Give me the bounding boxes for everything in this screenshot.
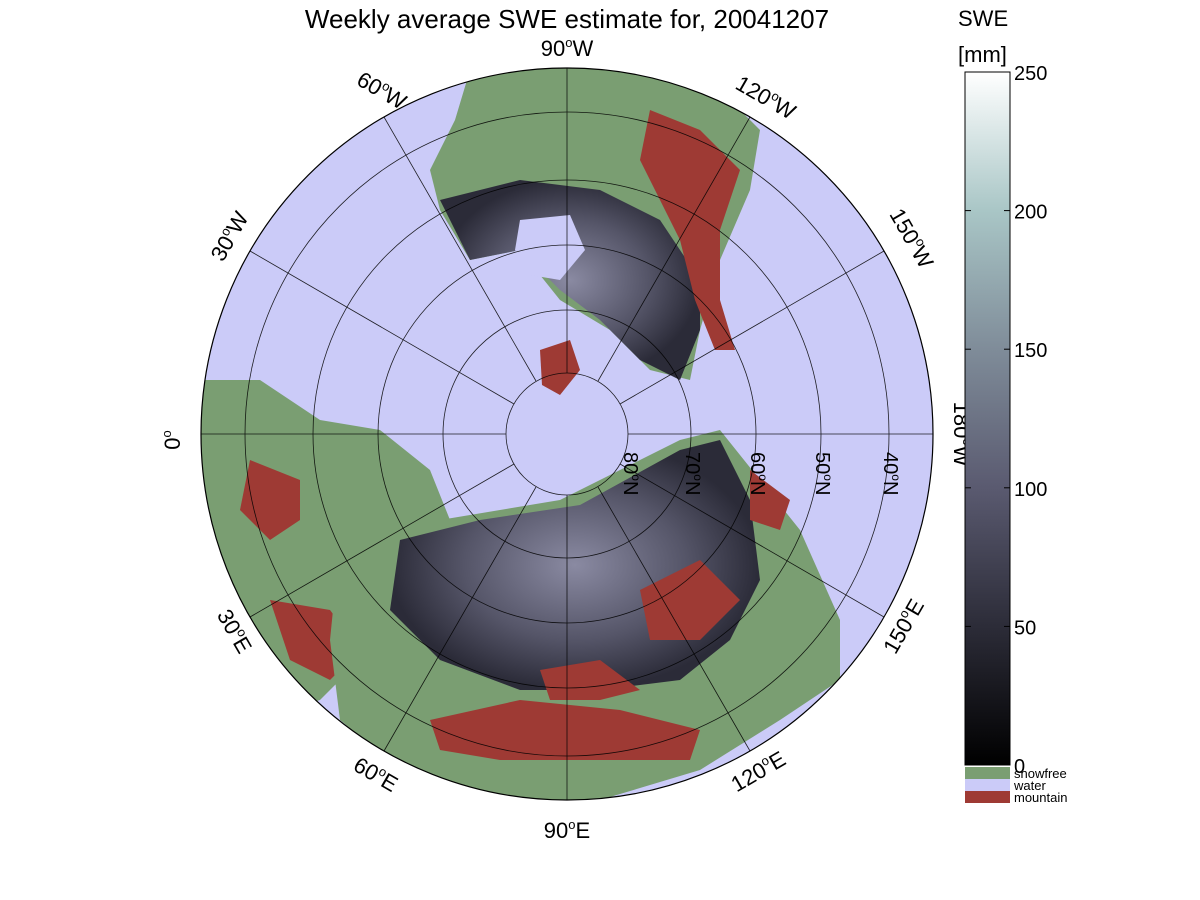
meridian-30e — [249, 463, 515, 618]
central-asia-mountain — [540, 660, 640, 700]
colorbar-title: SWE — [958, 6, 1008, 31]
kamchatka-mountain — [750, 470, 790, 530]
meridian-150w — [619, 250, 885, 405]
meridian-60w — [383, 116, 537, 382]
colorbar-tick-label: 0 — [1014, 756, 1025, 778]
label-60n: 60oN — [746, 452, 770, 495]
himalaya-mountain — [430, 700, 700, 760]
colorbar-ticks: 0 50 100 150 200 250 — [965, 63, 1047, 778]
colorbar-gradient — [964, 71, 1011, 766]
meridian-150e — [619, 463, 885, 618]
map-boundary — [200, 67, 934, 801]
map-graticule — [201, 68, 933, 800]
colorbar-tick-label: 100 — [1014, 479, 1047, 501]
swe-colorbar: SWE [mm] 0 50 100 150 200 250 snowfreewatermo… — [958, 6, 1067, 805]
label-70n: 70oN — [681, 452, 705, 495]
legend-swatch-mountain — [965, 791, 1010, 803]
legend-label-water: water — [1013, 778, 1046, 793]
meridian-60e — [383, 486, 537, 752]
legend-swatch-water — [965, 779, 1010, 791]
label-80n: 80oN — [619, 452, 643, 495]
greenland-mountain — [540, 340, 580, 395]
label-60e: 60oE — [349, 751, 402, 797]
east-siberia-mountain — [640, 560, 740, 640]
europe-mountain — [240, 460, 300, 540]
label-30w: 30oW — [205, 207, 254, 266]
legend-label-mountain: mountain — [1014, 790, 1067, 805]
legend-label-snowfree: snowfree — [1014, 766, 1067, 781]
label-0: 0o — [159, 430, 185, 449]
colorbar-tick-label: 150 — [1014, 340, 1047, 362]
label-150w: 150oW — [884, 203, 939, 272]
colorbar-tick-label: 250 — [1014, 63, 1047, 85]
polar-map — [200, 67, 934, 801]
rocky-mountains — [640, 110, 740, 350]
label-90e: 90oE — [544, 817, 590, 843]
hudson-bay — [515, 215, 585, 280]
colorbar-tick-label: 200 — [1014, 202, 1047, 224]
meridian-120w — [597, 116, 751, 382]
meridian-120e — [597, 486, 751, 752]
label-50n: 50oN — [811, 452, 835, 495]
meridian-30w — [249, 250, 515, 405]
label-90w: 90oW — [541, 35, 594, 61]
map-title: Weekly average SWE estimate for, 2004120… — [305, 4, 829, 34]
colorbar-tick-label: 50 — [1014, 617, 1036, 639]
colorbar-unit: [mm] — [958, 42, 1007, 67]
legend-swatch-snowfree — [965, 767, 1010, 779]
label-40n: 40oN — [879, 452, 903, 495]
